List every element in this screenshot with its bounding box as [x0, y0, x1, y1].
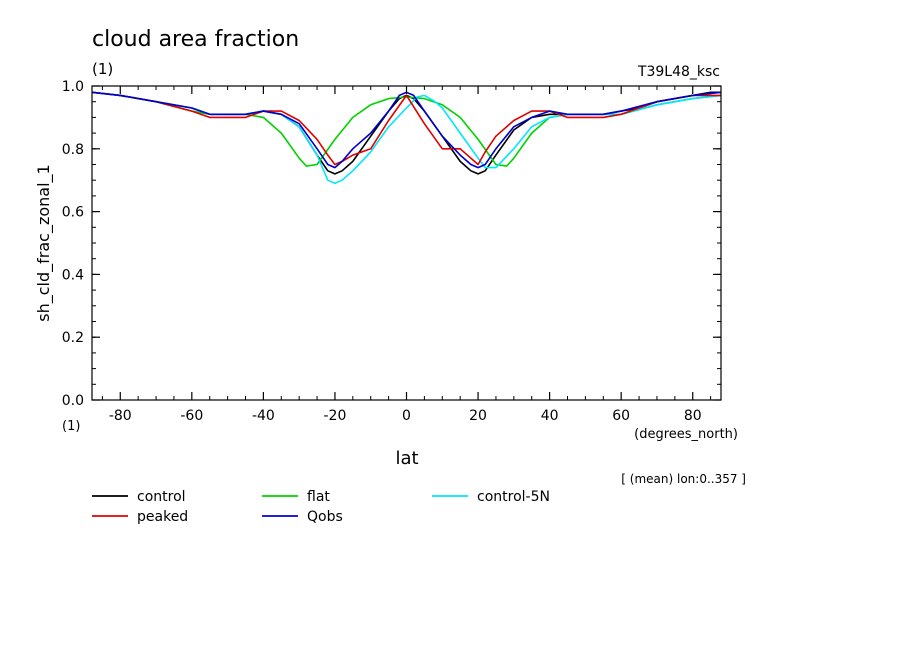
legend-label: control-5N	[477, 489, 550, 505]
y-tick-label: 0.0	[62, 393, 84, 409]
chart-subtitle-left: (1)	[92, 60, 113, 78]
x-tick-label: -40	[252, 408, 275, 424]
y-tick-label: 0.6	[62, 205, 84, 221]
series-line-control-5n	[91, 91, 722, 185]
y-axis-label: sh_cld_frac_zonal_1	[34, 164, 54, 321]
series-line-flat	[91, 91, 722, 167]
x-tick-label: -80	[109, 408, 132, 424]
x-axis-units: (degrees_north)	[634, 427, 738, 442]
series-line-qobs	[91, 91, 722, 169]
series-layer	[91, 91, 722, 185]
legend-label: flat	[307, 489, 330, 505]
chart-subtitle-right: T39L48_ksc	[637, 64, 720, 80]
x-tick-label: -60	[180, 408, 203, 424]
x-tick-label: 60	[612, 408, 630, 424]
x-axis-label: lat	[395, 448, 418, 469]
y-tick-label: 0.8	[62, 142, 84, 158]
mean-note: [ (mean) lon:0..357 ]	[621, 472, 746, 486]
series-line-peaked	[91, 91, 721, 166]
legend-label: peaked	[137, 509, 188, 525]
legend: control flat control-5N peaked Qobs	[92, 489, 550, 525]
legend-label: Qobs	[307, 509, 343, 525]
x-tick-label: 0	[402, 408, 411, 424]
x-tick-label: 80	[684, 408, 702, 424]
y-tick-label: 0.4	[62, 267, 84, 283]
x-tick-label: -20	[324, 408, 347, 424]
plot-frame	[91, 85, 722, 401]
x-tick-label: 20	[469, 408, 487, 424]
x-tick-label: 40	[541, 408, 559, 424]
axes-layer: -80 -60 -40 -20 0 20 40 60 80 0.0 0.2 0.4 0.6 0.8 1.0	[62, 79, 722, 424]
series-line-control	[91, 91, 721, 175]
y-axis-units: (1)	[62, 419, 80, 434]
chart-title: cloud area fraction	[92, 27, 299, 52]
legend-label: control	[137, 489, 186, 505]
y-tick-label: 1.0	[62, 79, 84, 95]
y-tick-label: 0.2	[62, 330, 84, 346]
